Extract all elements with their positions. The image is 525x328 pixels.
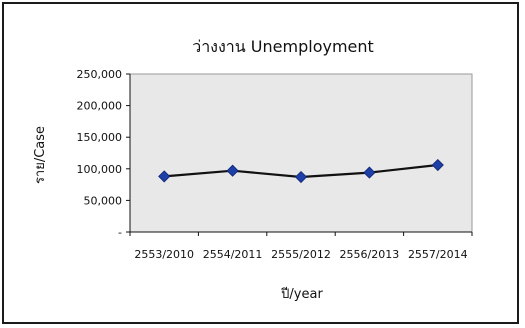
x-tick-label: 2554/2011 (203, 248, 263, 261)
data-point-marker (431, 158, 444, 172)
y-tick-label: 250,000 (77, 68, 123, 81)
data-point-marker (226, 164, 239, 177)
y-tick-label: 150,000 (77, 131, 123, 144)
data-point-marker (294, 170, 308, 184)
x-tick-label: 2555/2012 (271, 248, 331, 261)
y-tick-labels: 250,000 200,000 150,000 100,000 50,000 - (77, 68, 130, 239)
series-group (158, 158, 444, 184)
y-tick-label: 50,000 (84, 194, 123, 207)
chart-title: ว่างงาน Unemployment (192, 37, 374, 56)
x-axis-label: ปี/year (280, 286, 323, 302)
y-tick-label: 100,000 (77, 163, 123, 176)
data-point-marker (158, 170, 171, 183)
data-point-marker (363, 166, 376, 179)
x-tick-labels: 2553/2010 2554/2011 2555/2012 2556/2013 2557… (129, 232, 473, 261)
x-tick-label: 2557/2014 (408, 248, 468, 261)
x-tick-label: 2556/2013 (340, 248, 400, 261)
plot-area (129, 73, 473, 233)
y-tick-label: 200,000 (77, 100, 123, 113)
y-tick-label: - (118, 226, 122, 239)
y-axis-label: ราย/Case (33, 126, 48, 184)
x-tick-label: 2553/2010 (134, 248, 194, 261)
